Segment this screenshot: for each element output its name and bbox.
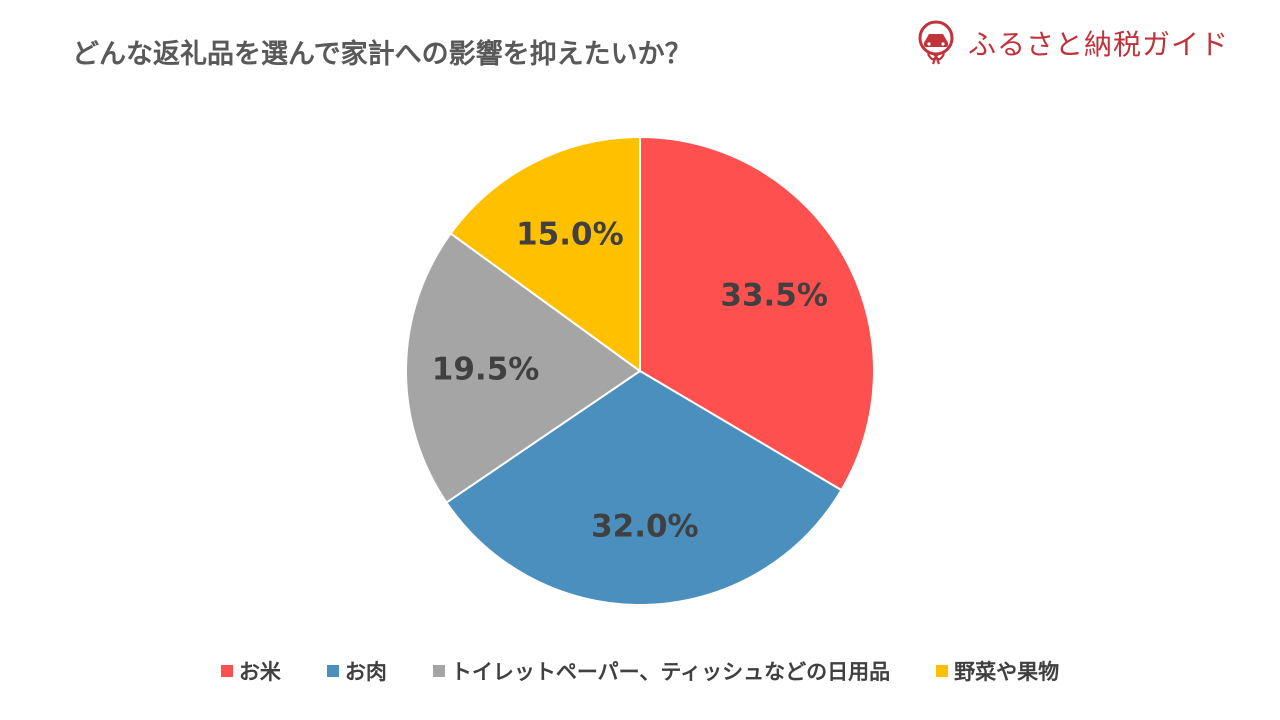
legend-swatch [936, 665, 949, 677]
legend-label: お肉 [344, 660, 387, 684]
legend-label: お米 [238, 660, 281, 684]
furusato-logo-icon [918, 20, 954, 65]
data-label-rice: 33.5% [720, 277, 828, 313]
legend-item-meat: お肉 [326, 656, 387, 686]
legend-swatch [220, 665, 233, 677]
legend-swatch [326, 665, 339, 677]
pie-slice-meat [445, 369, 843, 606]
pie-slice-daily-goods [405, 232, 642, 504]
data-label-vegetables-fruit: 15.0% [516, 216, 624, 252]
legend-swatch [432, 665, 445, 677]
brand[interactable]: ふるさと納税ガイド [916, 18, 1229, 68]
pie-slice-vegetables-fruit [449, 135, 641, 373]
data-label-meat: 32.0% [591, 508, 699, 544]
brand-name: ふるさと納税ガイド [968, 28, 1230, 61]
legend-label: 野菜や果物 [954, 660, 1060, 684]
data-label-daily-goods: 19.5% [432, 352, 540, 388]
chart-legend: お米 お肉 トイレットペーパー、ティッシュなどの日用品 野菜や果物 [0, 656, 1280, 686]
legend-item-daily-goods: トイレットペーパー、ティッシュなどの日用品 [432, 656, 891, 686]
chart-title: どんな返礼品を選んで家計への影響を抑えたいか？ [72, 39, 692, 70]
legend-item-rice: お米 [220, 656, 281, 686]
legend-item-vegetables-fruit: 野菜や果物 [936, 656, 1059, 686]
legend-label: トイレットペーパー、ティッシュなどの日用品 [450, 660, 891, 684]
pie-slice-rice [639, 135, 875, 492]
